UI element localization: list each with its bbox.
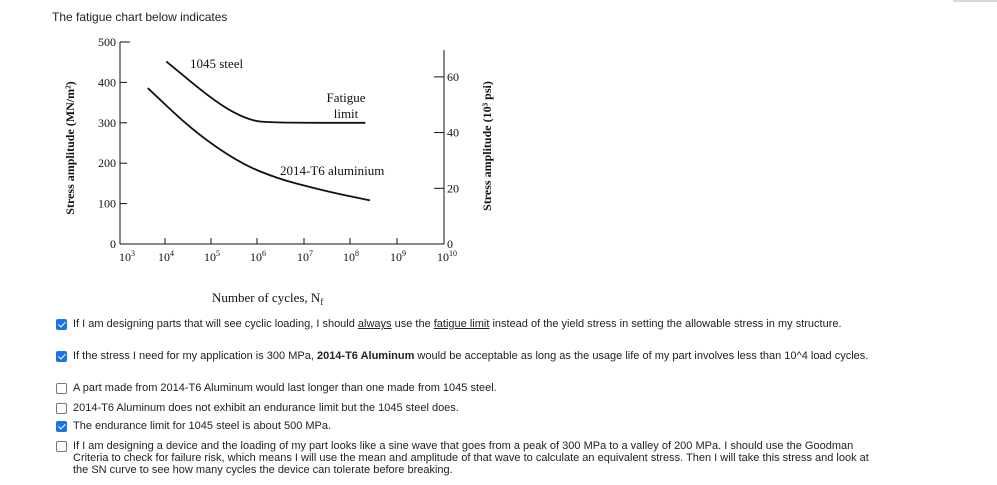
y-tick-label-1: 100 [98,197,116,211]
answer-option-text-part: 2014-T6 Aluminum does not exhibit an end… [73,402,459,414]
y2-tick-label-2: 40 [447,126,459,140]
x-tick-exp-5: 8 [355,249,359,258]
fatigue-limit-annotation-line1: Fatigue [327,90,366,105]
y-axis-label: Stress amplitude (MN/m²) [63,81,77,214]
y-tick-label-2: 200 [98,156,116,170]
answer-option-text: The endurance limit for 1045 steel is ab… [73,420,876,432]
x-tick-base-5: 10 [343,250,355,264]
x-axis-label-text: Number of cycles, N [212,290,321,305]
x-tick-label-2: 105 [204,249,220,264]
x-tick-exp-3: 6 [262,249,266,258]
x-tick-base-1: 10 [158,250,170,264]
y2-tick-label-0: 0 [447,237,453,251]
answer-option-text-part: If the stress I need for my application … [73,350,317,362]
fatigue-limit-annotation-line2: limit [334,106,359,121]
series-line-1 [147,87,371,202]
x-tick-exp-7: 10 [449,249,457,258]
answer-option-text: If I am designing parts that will see cy… [73,318,876,330]
checkbox-unchecked[interactable] [56,403,67,414]
x-tick-label-4: 107 [297,249,313,264]
x-tick-exp-4: 7 [309,249,313,258]
answer-option-text-part: If I am designing parts that will see cy… [73,318,358,330]
checkbox-unchecked[interactable] [56,383,67,394]
answer-option-text: If I am designing a device and the loadi… [73,440,876,476]
answer-option-text-part: 2014-T6 Aluminum [316,350,415,362]
y2-tick-label-3: 60 [447,70,459,84]
x-axis-label-sub: f [320,297,323,307]
answer-option[interactable]: A part made from 2014-T6 Aluminum would … [56,382,876,394]
y-tick-label-4: 400 [98,75,116,89]
y2-tick-label-1: 20 [447,181,459,195]
checkbox-checked[interactable] [56,421,67,432]
y2-axis-label: Stress amplitude (10³ psi) [480,81,494,211]
answer-option-text-part: would be acceptable as long as the usage… [414,350,869,362]
answer-option-text-part: If I am designing a device and the loadi… [73,440,869,476]
answer-option[interactable]: If the stress I need for my application … [56,350,876,362]
answer-option-text-part: fatigue limit [433,318,490,330]
answer-option-text: 2014-T6 Aluminum does not exhibit an end… [73,402,876,414]
answer-option-text-part: always [357,318,392,330]
x-tick-base-6: 10 [390,250,402,264]
answer-option-text-part: use the [391,318,434,330]
y-tick-label-3: 300 [98,116,116,130]
x-axis-label: Number of cycles, Nf [212,290,323,307]
checkbox-checked[interactable] [56,319,67,330]
answer-option[interactable]: 2014-T6 Aluminum does not exhibit an end… [56,402,876,414]
top-scroll-edge [953,0,997,2]
x-tick-label-1: 104 [158,249,174,264]
question-intro: The fatigue chart below indicates [52,10,228,24]
answer-option[interactable]: If I am designing a device and the loadi… [56,440,876,476]
x-tick-exp-2: 5 [216,249,220,258]
x-tick-label-0: 103 [119,249,135,264]
answer-option-text-part: The endurance limit for 1045 steel is ab… [73,420,332,432]
answer-option[interactable]: The endurance limit for 1045 steel is ab… [56,420,876,432]
series-line-0 [165,60,366,124]
answer-option-text-part: instead of the yield stress in setting t… [489,318,842,330]
answer-option[interactable]: If I am designing parts that will see cy… [56,318,876,330]
x-tick-exp-0: 3 [131,249,135,258]
series-label-1045-steel: 1045 steel [190,56,243,71]
x-tick-exp-1: 4 [170,249,174,258]
x-tick-label-3: 106 [250,249,266,264]
x-tick-label-6: 109 [390,249,406,264]
x-tick-base-4: 10 [297,250,309,264]
x-tick-base-3: 10 [250,250,262,264]
series-label-2014-t6: 2014-T6 aluminium [280,163,384,178]
x-tick-base-7: 10 [437,250,449,264]
x-tick-base-0: 10 [119,250,131,264]
answer-option-text: A part made from 2014-T6 Aluminum would … [73,382,876,394]
x-tick-label-7: 1010 [437,249,457,264]
answer-option-text: If the stress I need for my application … [73,350,876,362]
checkbox-checked[interactable] [56,351,67,362]
answer-option-text-part: A part made from 2014-T6 Aluminum would … [73,382,497,394]
checkbox-unchecked[interactable] [56,441,67,452]
y-tick-label-0: 0 [110,237,116,251]
x-tick-label-5: 108 [343,249,359,264]
x-tick-exp-6: 9 [402,249,406,258]
y-tick-label-5: 500 [98,35,116,49]
x-tick-base-2: 10 [204,250,216,264]
